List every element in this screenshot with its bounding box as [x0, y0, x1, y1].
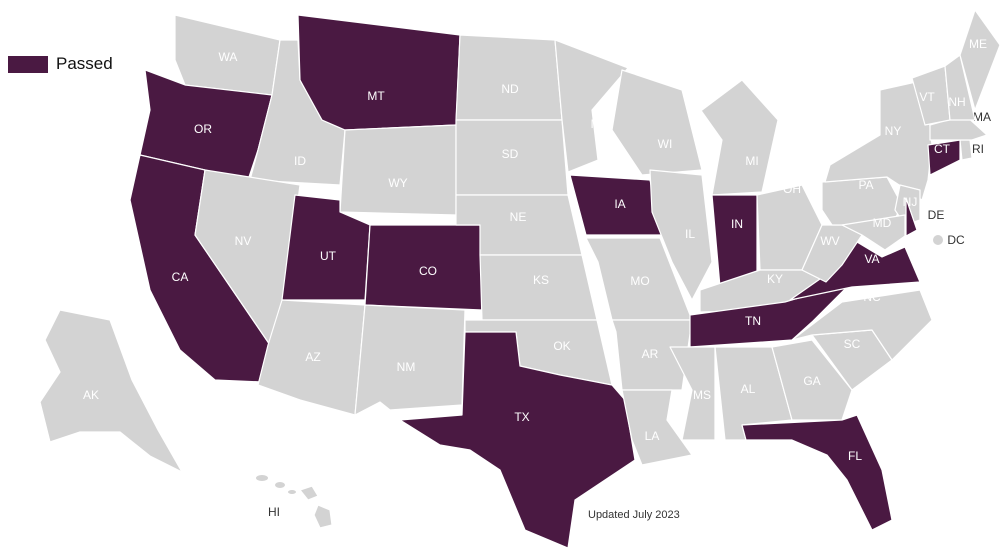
- state-label-ny: NY: [885, 124, 902, 138]
- state-label-nm: NM: [397, 360, 416, 374]
- state-la[interactable]: [621, 389, 693, 466]
- state-label-ma: MA: [973, 110, 991, 124]
- state-label-dc: DC: [947, 233, 965, 247]
- state-label-mo: MO: [630, 274, 649, 288]
- state-label-ky: KY: [767, 272, 783, 286]
- state-label-nd: ND: [501, 82, 519, 96]
- state-label-ia: IA: [614, 197, 625, 211]
- legend-swatch-passed: [8, 55, 48, 73]
- state-mi[interactable]: [689, 79, 779, 196]
- state-tx[interactable]: [399, 331, 636, 549]
- state-label-al: AL: [741, 382, 756, 396]
- state-label-mn: MN: [591, 117, 610, 131]
- state-ms[interactable]: [669, 346, 716, 441]
- legend: Passed: [8, 54, 113, 74]
- state-label-mt: MT: [367, 89, 385, 103]
- state-label-va: VA: [864, 252, 879, 266]
- state-label-nh: NH: [948, 95, 965, 109]
- state-label-hi: HI: [268, 505, 280, 519]
- state-or[interactable]: [139, 69, 273, 181]
- state-mt[interactable]: [297, 14, 461, 131]
- state-dc[interactable]: [933, 235, 943, 245]
- state-label-mi: MI: [745, 154, 758, 168]
- state-nd[interactable]: [455, 34, 563, 121]
- state-label-fl: FL: [848, 449, 862, 463]
- state-label-wv: WV: [820, 234, 839, 248]
- state-label-id: ID: [294, 154, 306, 168]
- state-mn[interactable]: [554, 39, 629, 173]
- state-label-ar: AR: [642, 347, 659, 361]
- state-hi[interactable]: [299, 485, 319, 501]
- state-hi-island[interactable]: [288, 490, 296, 494]
- state-wi[interactable]: [611, 69, 703, 176]
- state-label-nj: NJ: [903, 195, 918, 209]
- state-label-sd: SD: [502, 147, 519, 161]
- state-label-wa: WA: [219, 50, 238, 64]
- state-nc[interactable]: [791, 289, 933, 361]
- state-label-co: CO: [419, 264, 437, 278]
- state-fl[interactable]: [741, 414, 893, 531]
- state-ks[interactable]: [479, 254, 598, 321]
- state-label-md: MD: [873, 216, 892, 230]
- state-label-ne: NE: [510, 210, 527, 224]
- state-label-pa: PA: [858, 178, 873, 192]
- state-nh[interactable]: [944, 54, 976, 121]
- state-label-oh: OH: [783, 182, 801, 196]
- state-label-ut: UT: [320, 249, 337, 263]
- state-label-la: LA: [645, 429, 660, 443]
- state-label-il: IL: [685, 227, 695, 241]
- state-label-nc: NC: [863, 290, 881, 304]
- state-ak[interactable]: [39, 309, 183, 473]
- state-label-ri: RI: [972, 142, 984, 156]
- state-nm[interactable]: [354, 304, 466, 416]
- state-label-ak: AK: [83, 388, 99, 402]
- state-label-tn: TN: [745, 314, 761, 328]
- state-label-sc: SC: [844, 337, 861, 351]
- state-hi-island[interactable]: [256, 475, 268, 481]
- state-label-ga: GA: [803, 374, 820, 388]
- state-hi-part[interactable]: [313, 504, 333, 529]
- state-label-me: ME: [969, 37, 987, 51]
- state-label-or: OR: [194, 122, 212, 136]
- state-label-in: IN: [731, 217, 743, 231]
- state-label-tx: TX: [514, 410, 529, 424]
- state-ct[interactable]: [927, 139, 961, 176]
- state-il[interactable]: [649, 169, 713, 301]
- state-label-nv: NV: [235, 234, 252, 248]
- state-hi-island[interactable]: [275, 482, 285, 488]
- state-label-az: AZ: [305, 350, 320, 364]
- state-md[interactable]: [841, 214, 906, 251]
- state-de[interactable]: [905, 197, 918, 237]
- state-ri[interactable]: [959, 139, 973, 161]
- legend-label-passed: Passed: [56, 54, 113, 73]
- state-label-wi: WI: [658, 137, 673, 151]
- state-me[interactable]: [959, 9, 1000, 111]
- state-label-ca: CA: [172, 270, 189, 284]
- state-ga[interactable]: [771, 339, 853, 421]
- state-label-wy: WY: [388, 176, 407, 190]
- state-label-ms: MS: [693, 388, 711, 402]
- state-wy[interactable]: [339, 124, 457, 216]
- state-label-de: DE: [928, 208, 945, 222]
- updated-note: Updated July 2023: [588, 509, 680, 521]
- state-label-ok: OK: [553, 339, 570, 353]
- state-label-ct: CT: [934, 142, 951, 156]
- state-label-vt: VT: [919, 90, 935, 104]
- state-label-ks: KS: [533, 273, 549, 287]
